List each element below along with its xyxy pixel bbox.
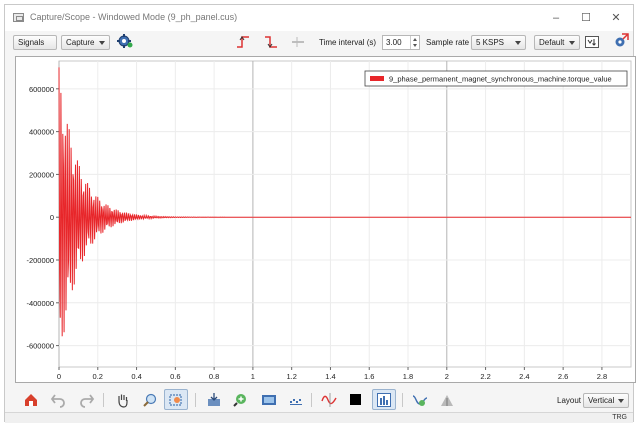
screenshot-icon[interactable] xyxy=(261,392,277,408)
layout-value: Vertical xyxy=(588,396,615,405)
sample-rate-dropdown[interactable]: 5 KSPS xyxy=(471,35,526,50)
external-window-icon[interactable] xyxy=(613,33,629,49)
y-tick-label: 400000 xyxy=(29,128,54,137)
y-tick-label: 200000 xyxy=(29,170,54,179)
cursor-icon[interactable] xyxy=(439,392,455,408)
x-tick-label: 2.6 xyxy=(558,372,568,381)
waveform-icon[interactable] xyxy=(321,392,337,408)
background-color-icon[interactable] xyxy=(348,392,364,408)
export-icon[interactable] xyxy=(206,392,222,408)
view-preset-value: Default xyxy=(539,38,565,47)
y-tick-label: -200000 xyxy=(26,256,54,265)
maximize-button[interactable]: ☐ xyxy=(581,12,591,24)
fit-view-icon[interactable] xyxy=(584,34,600,50)
pan-hand-icon[interactable] xyxy=(115,392,131,408)
legend-label: 9_phase_permanent_magnet_synchronous_mac… xyxy=(389,75,612,84)
x-tick-label: 0.2 xyxy=(93,372,103,381)
chevron-down-icon xyxy=(515,41,521,45)
y-tick-label: 0 xyxy=(50,213,54,222)
torque-chart[interactable]: 0 0.2 0.4 0.6 0.8 1 1.2 1.4 1.6 1.8 2 2.2 2.4 2.6 2.8 6… xyxy=(16,57,635,382)
chevron-down-icon xyxy=(618,399,624,403)
x-tick-label: 0.4 xyxy=(131,372,141,381)
y-tick-label: 600000 xyxy=(29,85,54,94)
x-tick-label: 0.6 xyxy=(170,372,180,381)
zoom-in-icon[interactable] xyxy=(233,392,249,408)
trigger-rising-icon[interactable] xyxy=(235,34,251,50)
plot-area[interactable]: 0 0.2 0.4 0.6 0.8 1 1.2 1.4 1.6 1.8 2 2.2 2.4 2.6 2.8 6… xyxy=(15,56,636,383)
x-tick-label: 2 xyxy=(445,372,449,381)
chevron-down-icon xyxy=(99,41,105,45)
x-tick-label: 1.4 xyxy=(325,372,335,381)
y-tick-label: -600000 xyxy=(26,342,54,351)
title-bar: Capture/Scope - Windowed Mode (9_ph_pane… xyxy=(5,5,633,31)
legend-box xyxy=(364,70,628,87)
trigger-falling-icon[interactable] xyxy=(263,34,279,50)
x-tick-label: 1.8 xyxy=(403,372,413,381)
time-interval-label: Time interval (s) xyxy=(319,38,377,47)
home-icon[interactable] xyxy=(23,392,39,408)
x-tick-label: 2.4 xyxy=(519,372,529,381)
x-tick-label: 1.2 xyxy=(286,372,296,381)
time-interval-spinbox[interactable]: 3.00 xyxy=(382,35,420,50)
x-tick-label: 1.6 xyxy=(364,372,374,381)
sample-rate-value: 5 KSPS xyxy=(476,38,505,47)
scope-window: Capture/Scope - Windowed Mode (9_ph_pane… xyxy=(4,4,636,423)
toolbar-divider xyxy=(103,393,104,407)
capture-dropdown[interactable]: Capture xyxy=(61,35,110,50)
markers-icon[interactable] xyxy=(288,392,304,408)
x-tick-label: 2.8 xyxy=(597,372,607,381)
window-title: Capture/Scope - Windowed Mode (9_ph_pane… xyxy=(30,12,238,22)
minimize-button[interactable]: – xyxy=(552,12,560,24)
time-interval-value: 3.00 xyxy=(386,38,402,47)
top-toolbar: Signals Capture Time interval (s) xyxy=(5,33,633,53)
bar-view-button[interactable] xyxy=(372,389,396,410)
zoom-box-button[interactable] xyxy=(164,389,188,410)
bar-view-icon xyxy=(377,393,391,407)
zoom-icon[interactable] xyxy=(142,392,158,408)
x-tick-label: 0 xyxy=(57,372,61,381)
toolbar-divider xyxy=(402,393,403,407)
close-button[interactable]: ✕ xyxy=(611,12,621,24)
toolbar-divider xyxy=(195,393,196,407)
app-icon xyxy=(13,13,24,22)
sample-rate-label: Sample rate xyxy=(426,38,470,47)
chevron-down-icon xyxy=(569,41,575,45)
x-tick-label: 2.2 xyxy=(480,372,490,381)
layout-label: Layout xyxy=(557,396,582,405)
layout-dropdown[interactable]: Vertical xyxy=(583,393,629,408)
zoom-box-icon xyxy=(169,394,182,406)
torque-series-line xyxy=(58,67,631,337)
trigger-status: TRG xyxy=(612,414,627,421)
signals-button[interactable]: Signals xyxy=(13,35,57,50)
spin-arrows-icon[interactable] xyxy=(410,36,419,49)
trace-icon[interactable] xyxy=(412,392,428,408)
trigger-off-icon[interactable] xyxy=(290,34,306,50)
plot-background xyxy=(58,60,632,368)
view-preset-dropdown[interactable]: Default xyxy=(534,35,580,50)
x-tick-label: 0.8 xyxy=(209,372,219,381)
toolbar-divider xyxy=(311,393,312,407)
settings-gear-icon[interactable] xyxy=(117,33,133,49)
undo-icon[interactable] xyxy=(50,392,66,408)
capture-dropdown-label: Capture xyxy=(66,38,95,47)
x-tick-label: 1 xyxy=(251,372,255,381)
legend-swatch xyxy=(370,76,384,81)
bottom-toolbar: Layout Vertical xyxy=(5,388,633,412)
y-tick-label: -400000 xyxy=(26,299,54,308)
status-bar: TRG xyxy=(5,412,633,423)
redo-icon[interactable] xyxy=(79,392,95,408)
